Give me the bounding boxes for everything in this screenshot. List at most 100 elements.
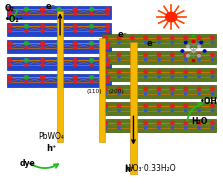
Circle shape bbox=[157, 104, 161, 107]
Circle shape bbox=[192, 59, 195, 62]
Circle shape bbox=[171, 70, 174, 73]
Circle shape bbox=[8, 59, 12, 62]
Circle shape bbox=[90, 59, 94, 62]
Circle shape bbox=[24, 25, 28, 28]
Circle shape bbox=[58, 13, 60, 15]
Text: e⁻: e⁻ bbox=[147, 39, 157, 48]
Circle shape bbox=[130, 70, 134, 73]
Circle shape bbox=[117, 70, 121, 73]
Circle shape bbox=[8, 13, 12, 15]
Circle shape bbox=[158, 76, 160, 78]
Circle shape bbox=[185, 76, 187, 78]
Circle shape bbox=[74, 81, 77, 83]
Circle shape bbox=[211, 70, 214, 73]
Circle shape bbox=[73, 25, 77, 28]
Circle shape bbox=[198, 110, 200, 112]
Circle shape bbox=[118, 93, 120, 95]
Circle shape bbox=[118, 42, 120, 44]
Circle shape bbox=[192, 35, 195, 37]
Circle shape bbox=[73, 76, 77, 79]
Circle shape bbox=[106, 47, 109, 49]
Text: H₂O: H₂O bbox=[191, 117, 208, 126]
Bar bbox=[7, 74, 111, 87]
Circle shape bbox=[41, 76, 45, 79]
Circle shape bbox=[171, 36, 174, 39]
Circle shape bbox=[106, 25, 110, 28]
Circle shape bbox=[171, 110, 173, 112]
Circle shape bbox=[25, 64, 28, 66]
Circle shape bbox=[157, 121, 161, 124]
Circle shape bbox=[90, 47, 93, 49]
Circle shape bbox=[144, 121, 147, 124]
Circle shape bbox=[58, 64, 60, 66]
Circle shape bbox=[144, 104, 147, 107]
Circle shape bbox=[198, 93, 200, 95]
Circle shape bbox=[171, 42, 173, 44]
Circle shape bbox=[41, 81, 44, 83]
Circle shape bbox=[184, 87, 188, 90]
Circle shape bbox=[185, 127, 187, 129]
Circle shape bbox=[106, 30, 109, 32]
Circle shape bbox=[197, 53, 201, 56]
Circle shape bbox=[41, 59, 45, 62]
Circle shape bbox=[131, 127, 134, 129]
Circle shape bbox=[131, 42, 134, 44]
Circle shape bbox=[90, 64, 93, 66]
Bar bbox=[102, 68, 216, 81]
Circle shape bbox=[131, 110, 134, 112]
Circle shape bbox=[158, 110, 160, 112]
Circle shape bbox=[184, 53, 188, 56]
Circle shape bbox=[198, 45, 200, 47]
Circle shape bbox=[211, 121, 214, 124]
Circle shape bbox=[41, 64, 44, 66]
Bar bbox=[102, 51, 216, 64]
Text: •OH: •OH bbox=[200, 97, 218, 106]
Circle shape bbox=[104, 104, 107, 107]
Text: WO₃·0.33H₂O: WO₃·0.33H₂O bbox=[126, 164, 177, 173]
Bar bbox=[102, 85, 216, 98]
Circle shape bbox=[144, 70, 147, 73]
Circle shape bbox=[198, 76, 200, 78]
Circle shape bbox=[105, 76, 107, 78]
Circle shape bbox=[73, 59, 77, 62]
Circle shape bbox=[171, 127, 173, 129]
Circle shape bbox=[41, 25, 45, 28]
Circle shape bbox=[41, 47, 44, 49]
Circle shape bbox=[24, 76, 28, 79]
Circle shape bbox=[187, 55, 189, 57]
Circle shape bbox=[145, 42, 147, 44]
Circle shape bbox=[181, 50, 184, 52]
Circle shape bbox=[41, 13, 44, 15]
Circle shape bbox=[24, 59, 28, 62]
Circle shape bbox=[145, 93, 147, 95]
Text: •O₂⁻: •O₂⁻ bbox=[4, 15, 23, 24]
Circle shape bbox=[145, 110, 147, 112]
Bar bbox=[102, 102, 216, 115]
Circle shape bbox=[211, 93, 214, 95]
Circle shape bbox=[197, 104, 201, 107]
Circle shape bbox=[157, 53, 161, 56]
Circle shape bbox=[74, 64, 77, 66]
Circle shape bbox=[131, 59, 134, 61]
Circle shape bbox=[158, 42, 160, 44]
Circle shape bbox=[184, 121, 188, 124]
Circle shape bbox=[158, 127, 160, 129]
Circle shape bbox=[185, 110, 187, 112]
Circle shape bbox=[171, 121, 174, 124]
Circle shape bbox=[157, 87, 161, 90]
Circle shape bbox=[185, 59, 187, 61]
Circle shape bbox=[105, 93, 107, 95]
Circle shape bbox=[211, 36, 214, 39]
Circle shape bbox=[90, 30, 93, 32]
Text: (110): (110) bbox=[87, 89, 102, 94]
Circle shape bbox=[8, 64, 12, 66]
Circle shape bbox=[211, 59, 214, 61]
Circle shape bbox=[24, 8, 28, 11]
Bar bbox=[99, 38, 105, 142]
Text: (200): (200) bbox=[109, 89, 125, 94]
Circle shape bbox=[58, 81, 60, 83]
Circle shape bbox=[198, 59, 200, 61]
FancyArrowPatch shape bbox=[9, 9, 17, 20]
Circle shape bbox=[145, 127, 147, 129]
Circle shape bbox=[171, 104, 174, 107]
